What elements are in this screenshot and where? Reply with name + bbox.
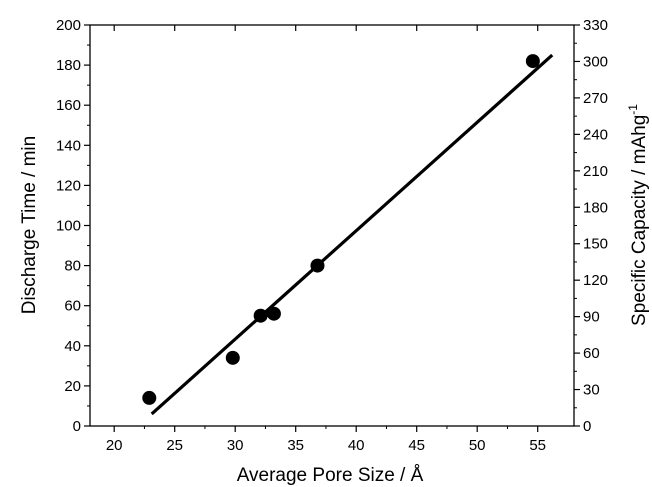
data-point bbox=[310, 258, 325, 273]
data-point bbox=[525, 54, 540, 69]
y-tick-label: 140 bbox=[56, 137, 81, 154]
x-tick-label: 25 bbox=[166, 437, 183, 454]
y2-tick-label: 240 bbox=[583, 126, 608, 143]
x-tick-label: 50 bbox=[469, 437, 486, 454]
x-tick-label: 20 bbox=[106, 437, 123, 454]
y-tick-label: 0 bbox=[73, 418, 81, 435]
y-tick-label: 40 bbox=[64, 338, 81, 355]
y2-tick-label: 300 bbox=[583, 53, 608, 70]
y-axis-ticks: 0 20 40 60 80 100 120 140 160 180 200 bbox=[56, 17, 90, 435]
y-tick-label: 120 bbox=[56, 177, 81, 194]
y-tick-label: 200 bbox=[56, 17, 81, 34]
x-axis-ticks: 20 25 30 35 40 45 50 55 bbox=[106, 25, 546, 454]
x-axis-title: Average Pore Size / Å bbox=[237, 465, 424, 486]
y-axis-title: Discharge Time / min bbox=[19, 136, 40, 314]
data-point bbox=[266, 306, 281, 321]
y2-tick-label: 120 bbox=[583, 272, 608, 289]
y2-tick-label: 150 bbox=[583, 236, 608, 253]
data-point bbox=[142, 390, 157, 405]
y2-tick-label: 60 bbox=[583, 345, 600, 362]
x-tick-label: 40 bbox=[348, 437, 365, 454]
y2-axis-ticks: 0 30 60 90 120 150 180 210 240 270 300 330 bbox=[574, 17, 608, 435]
y2-tick-label: 90 bbox=[583, 309, 600, 326]
y-tick-label: 20 bbox=[64, 378, 81, 395]
x-tick-label: 30 bbox=[227, 437, 244, 454]
y2-axis-title-main: Specific Capacity / mAhg bbox=[629, 115, 650, 326]
y-tick-label: 80 bbox=[64, 258, 81, 275]
x-tick-label: 55 bbox=[529, 437, 546, 454]
data-point bbox=[253, 308, 268, 323]
fit-line-layer bbox=[150, 53, 554, 416]
x-tick-label: 35 bbox=[287, 437, 304, 454]
y2-tick-label: 330 bbox=[583, 17, 608, 34]
y2-tick-label: 30 bbox=[583, 382, 600, 399]
y2-tick-label: 180 bbox=[583, 199, 608, 216]
y-tick-label: 180 bbox=[56, 57, 81, 74]
y2-tick-label: 210 bbox=[583, 163, 608, 180]
y2-axis-title: Specific Capacity / mAhg-1 bbox=[626, 104, 650, 326]
y-tick-label: 100 bbox=[56, 218, 81, 235]
plot-frame bbox=[89, 24, 575, 427]
fit-line bbox=[150, 53, 554, 416]
y-tick-label: 160 bbox=[56, 97, 81, 114]
x-tick-label: 45 bbox=[408, 437, 425, 454]
y2-tick-label: 0 bbox=[583, 418, 591, 435]
y2-axis-title-superscript: -1 bbox=[626, 104, 640, 115]
data-points-layer bbox=[142, 54, 540, 405]
y2-tick-label: 270 bbox=[583, 90, 608, 107]
data-point bbox=[225, 350, 240, 365]
y-tick-label: 60 bbox=[64, 298, 81, 315]
